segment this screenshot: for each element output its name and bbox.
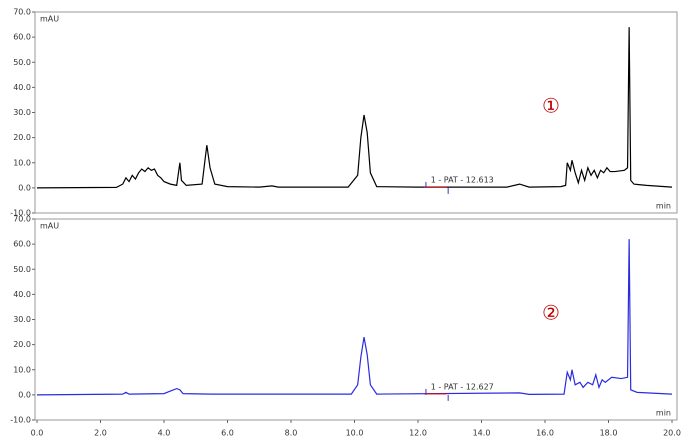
x-tick-label: 4.0 bbox=[158, 429, 171, 438]
x-tick-label: 10.0 bbox=[346, 429, 364, 438]
y-tick-label: -10.0 bbox=[10, 416, 31, 425]
trace bbox=[36, 27, 673, 189]
y-tick-label: 0.0 bbox=[18, 390, 31, 399]
x-tick-label: 16.0 bbox=[536, 429, 554, 438]
y-tick-label: 30.0 bbox=[13, 108, 31, 117]
peak-annotation: 1 - PAT - 12.613 bbox=[431, 175, 494, 184]
y-tick-label: 30.0 bbox=[13, 315, 31, 324]
x-tick-label: 8.0 bbox=[285, 429, 298, 438]
panel-number: ② bbox=[542, 301, 560, 325]
y-tick-label: 50.0 bbox=[13, 58, 31, 67]
x-tick-label: 2.0 bbox=[94, 429, 107, 438]
panel-number: ① bbox=[542, 94, 560, 118]
plot-frame bbox=[34, 11, 678, 214]
y-tick-label: 50.0 bbox=[13, 265, 31, 274]
y-tick-label: 10.0 bbox=[13, 158, 31, 167]
trace bbox=[36, 239, 673, 396]
y-tick-label: 0.0 bbox=[18, 183, 31, 192]
y-axis-label: mAU bbox=[40, 222, 59, 231]
x-tick-label: 18.0 bbox=[600, 429, 618, 438]
x-tick-label: 14.0 bbox=[473, 429, 491, 438]
y-tick-label: 20.0 bbox=[13, 340, 31, 349]
plot-frame bbox=[34, 218, 678, 421]
y-tick-label: 40.0 bbox=[13, 83, 31, 92]
x-tick-label: 0.0 bbox=[31, 429, 44, 438]
y-tick-label: 10.0 bbox=[13, 365, 31, 374]
x-tick-label: 6.0 bbox=[221, 429, 234, 438]
x-tick-label: 12.0 bbox=[409, 429, 427, 438]
peak-annotation: 1 - PAT - 12.627 bbox=[431, 382, 494, 391]
y-tick-label: 60.0 bbox=[13, 240, 31, 249]
x-axis-label: min bbox=[656, 409, 671, 418]
y-axis-label: mAU bbox=[40, 15, 59, 24]
y-tick-label: 70.0 bbox=[13, 215, 31, 224]
y-tick-label: 70.0 bbox=[13, 8, 31, 17]
y-tick-label: -10.0 bbox=[10, 209, 31, 218]
x-axis-label: min bbox=[656, 202, 671, 211]
y-tick-label: 40.0 bbox=[13, 290, 31, 299]
y-tick-label: 20.0 bbox=[13, 133, 31, 142]
x-tick-label: 20.0 bbox=[663, 429, 681, 438]
y-tick-label: 60.0 bbox=[13, 33, 31, 42]
